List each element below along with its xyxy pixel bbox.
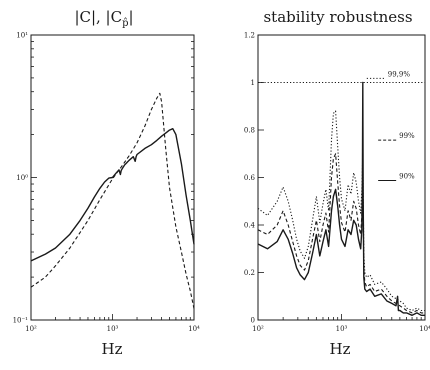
robustness-y-tick-label: 0 <box>251 317 255 325</box>
robustness-y-tick-label: 1 <box>251 79 255 87</box>
robustness-x-tick-label: 10³ <box>336 325 348 333</box>
magnitude-title-end: | <box>129 8 134 26</box>
magnitude-y-tick-label: 10⁰ <box>16 174 28 182</box>
robustness-x-tick-label: 10² <box>252 325 264 333</box>
magnitude-title-subscript: p̂ <box>122 18 128 29</box>
magnitude-title-main: |C|, |C <box>74 8 122 26</box>
magnitude-y-tick-label: 10⁻¹ <box>13 317 29 325</box>
robustness-annotation-label: 99,9% <box>388 70 411 78</box>
robustness-x-tick-label: 10⁴ <box>419 325 430 333</box>
robustness-series-dashed-line <box>257 153 425 314</box>
robustness-series-solid-line <box>257 81 425 316</box>
magnitude-x-tick-label: 10² <box>25 325 37 333</box>
robustness-annotation-label: 99% <box>399 132 415 140</box>
robustness-y-tick-label: 0.4 <box>244 222 256 230</box>
robustness-y-tick-label: 0.8 <box>244 127 255 135</box>
magnitude-x-axis-label: Hz <box>102 340 123 358</box>
robustness-y-tick-label: 1.2 <box>244 32 255 40</box>
robustness-y-tick-label: 0.6 <box>244 174 256 182</box>
robustness-series-dotted-line <box>257 110 425 312</box>
robustness-x-axis-label: Hz <box>330 340 351 358</box>
robustness-y-tick-label: 0.2 <box>244 269 255 277</box>
magnitude-series-dashed-line <box>30 92 195 309</box>
magnitude-x-tick-label: 10⁴ <box>188 325 200 333</box>
robustness-annotation-label: 90% <box>399 173 415 181</box>
magnitude-panel-title: |C|, |Cp̂| <box>74 8 133 29</box>
magnitude-series-solid-line <box>30 127 195 262</box>
robustness-panel: stability robustness 10² 10³ 10⁴ 0 0.2 0.4 0.… <box>244 8 430 358</box>
magnitude-panel: |C|, |Cp̂| 10² 10³ 10⁴ 10⁻¹ 10⁰ 10¹ Hz <box>13 8 200 358</box>
robustness-panel-title: stability robustness <box>263 8 412 26</box>
magnitude-y-tick-label: 10¹ <box>16 32 28 40</box>
magnitude-x-tick-label: 10³ <box>107 325 119 333</box>
